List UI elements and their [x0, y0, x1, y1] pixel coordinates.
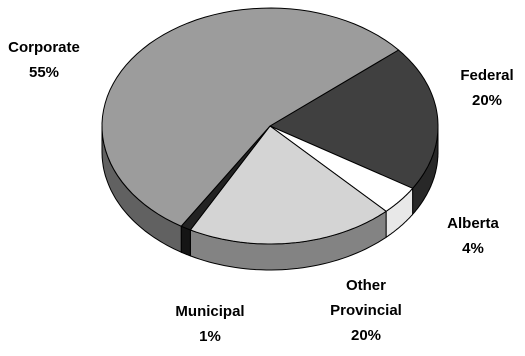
label-name-corporate: Corporate	[8, 39, 80, 56]
label-value-federal: 20%	[472, 92, 502, 109]
label-name-federal: Federal	[460, 67, 513, 84]
label-value-municipal: 1%	[199, 328, 221, 345]
pie-side-municipal	[181, 226, 190, 256]
label-alberta: Alberta 4%	[447, 215, 499, 257]
label-value-corporate: 55%	[29, 64, 59, 81]
label-corporate: Corporate 55%	[8, 39, 80, 81]
label-name-other-provincial: Other Provincial	[330, 277, 402, 319]
label-value-alberta: 4%	[462, 240, 484, 257]
label-value-other-provincial: 20%	[351, 327, 381, 344]
label-name-municipal: Municipal	[175, 303, 244, 320]
label-name-alberta: Alberta	[447, 215, 499, 232]
label-other-provincial: Other Provincial 20%	[330, 277, 402, 344]
label-federal: Federal 20%	[460, 67, 513, 109]
pie-tops	[102, 8, 438, 244]
label-municipal: Municipal 1%	[175, 303, 244, 345]
